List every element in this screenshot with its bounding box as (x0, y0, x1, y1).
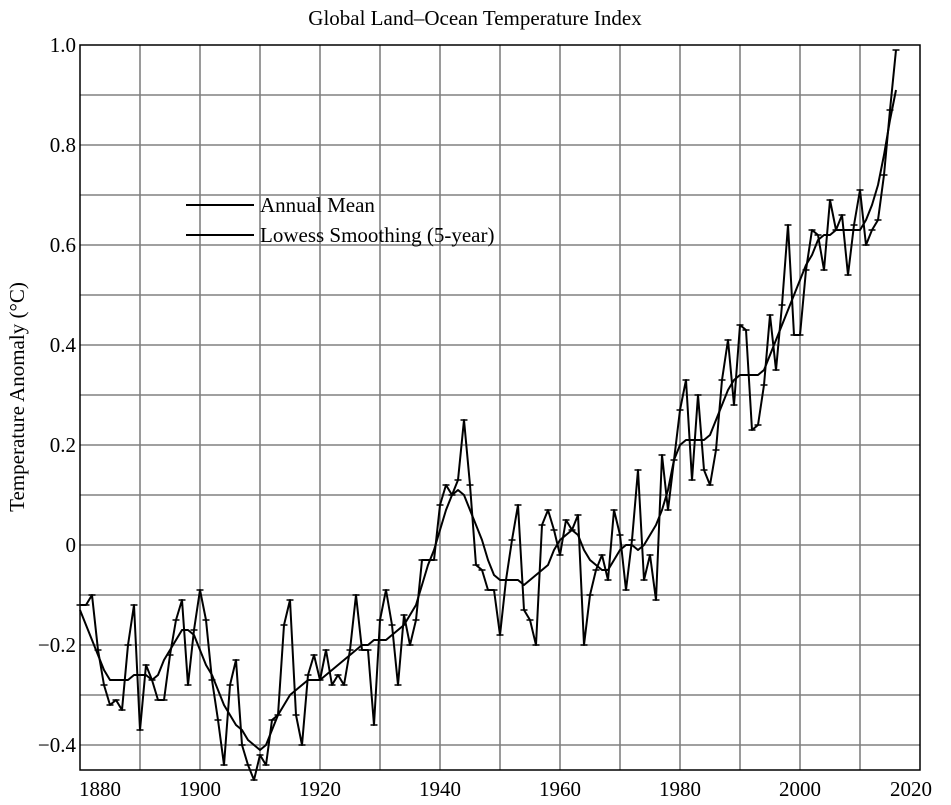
y-tick-label: 0.4 (50, 333, 77, 357)
chart-title: Global Land–Ocean Temperature Index (308, 6, 642, 30)
y-axis-label: Temperature Anomaly (°C) (5, 282, 29, 512)
x-tick-label: 1880 (79, 777, 121, 801)
series-lines (76, 49, 900, 781)
x-tick-label: 1900 (179, 777, 221, 801)
y-tick-label: −0.4 (38, 733, 77, 757)
legend-label: Lowess Smoothing (5-year) (260, 223, 494, 247)
y-tick-label: 0.2 (50, 433, 76, 457)
x-tick-label: 1960 (539, 777, 581, 801)
x-tick-label: 1920 (299, 777, 341, 801)
y-tick-label: 0 (66, 533, 77, 557)
x-tick-label: 2000 (779, 777, 821, 801)
annual-mean-line (80, 49, 897, 781)
x-tick-label: 2020 (890, 777, 932, 801)
y-tick-labels: 1.0 0.8 0.6 0.4 0.2 0 −0.2 −0.4 (38, 33, 77, 757)
y-tick-label: 1.0 (50, 33, 76, 57)
legend-label: Annual Mean (260, 193, 375, 217)
x-tick-labels: 1880 1900 1920 1940 1960 1980 2000 2020 (79, 777, 932, 801)
plot-frame (79, 44, 921, 771)
y-tick-label: −0.2 (38, 633, 76, 657)
x-tick-label: 1980 (659, 777, 701, 801)
y-tick-label: 0.8 (50, 133, 76, 157)
legend: Annual Mean Lowess Smoothing (5-year) (186, 193, 494, 247)
grid-lines (80, 45, 920, 770)
y-tick-label: 0.6 (50, 233, 76, 257)
x-tick-label: 1940 (419, 777, 461, 801)
lowess-smoothing-line (79, 89, 897, 751)
